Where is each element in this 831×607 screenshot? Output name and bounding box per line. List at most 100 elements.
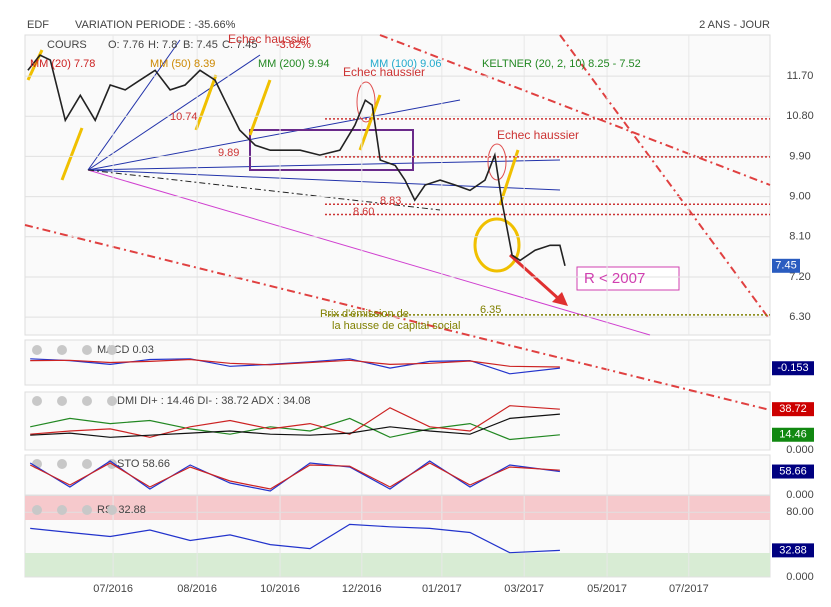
pane-icon xyxy=(107,345,117,355)
y-tick-label: 0.000 xyxy=(786,489,814,501)
series-line xyxy=(30,358,560,368)
trend-line xyxy=(87,169,651,336)
pane-icon xyxy=(57,505,67,515)
last-price-box xyxy=(772,258,800,273)
series-line xyxy=(30,417,560,441)
pane-icon xyxy=(57,396,67,406)
legend-item: MM (200) 9.94 xyxy=(258,58,330,70)
value-marker-label: 32.88 xyxy=(779,544,807,556)
range-box xyxy=(249,129,414,171)
y-tick-label: 0.000 xyxy=(786,444,814,456)
pane-icon xyxy=(82,459,92,469)
series-line xyxy=(30,523,560,554)
pane-icon xyxy=(32,345,42,355)
legend-item: O: 7.76 xyxy=(108,39,144,51)
x-tick-label: 07/2017 xyxy=(669,583,709,595)
annotation-box xyxy=(576,266,680,291)
value-marker xyxy=(772,427,814,442)
pane-icon xyxy=(32,505,42,515)
level-label: 10.74 xyxy=(170,111,198,123)
y-tick-label: 9.90 xyxy=(789,150,810,162)
x-tick-label: 12/2016 xyxy=(342,583,382,595)
legend-item: H: 7.8 xyxy=(148,39,177,51)
y-tick-label: 11.70 xyxy=(787,70,814,82)
pane-icon xyxy=(82,396,92,406)
trend-line xyxy=(87,54,261,171)
value-marker-label: 14.46 xyxy=(779,429,807,441)
value-marker xyxy=(772,464,814,479)
highlight-ellipse xyxy=(487,143,507,181)
channel-line xyxy=(379,34,771,186)
ticker: EDF xyxy=(27,19,49,31)
trend-line xyxy=(87,39,181,171)
pane-icon xyxy=(32,396,42,406)
pane-icon xyxy=(57,345,67,355)
channel-line xyxy=(559,34,771,321)
legend-item: MM (100) 9.06 xyxy=(370,58,442,70)
indicator-label: STO 58.66 xyxy=(117,458,170,470)
rsi-oversold-zone xyxy=(25,553,770,577)
value-marker xyxy=(772,543,814,558)
legend-item: KELTNER (20, 2, 10) 8.25 - 7.52 xyxy=(482,58,641,70)
legend-item: B: 7.45 xyxy=(183,39,218,51)
value-marker xyxy=(772,402,814,417)
pane-icon xyxy=(82,345,92,355)
trend-line xyxy=(87,169,441,211)
annotation: R < 2007 xyxy=(584,270,645,287)
series-line xyxy=(29,462,560,490)
arrow xyxy=(508,253,562,302)
y-tick-label: 6.30 xyxy=(789,311,810,323)
rsi-overbought-zone xyxy=(25,496,770,520)
trend-line xyxy=(87,99,461,171)
level-label: 9.89 xyxy=(218,147,239,159)
indicator-label: RSI 32.88 xyxy=(97,504,146,516)
y-tick-label: 9.00 xyxy=(789,191,810,203)
annotation: Prix d'émission de xyxy=(320,308,409,320)
legend-item: -3.62% xyxy=(276,39,311,51)
yellow-stroke xyxy=(498,149,520,206)
x-tick-label: 03/2017 xyxy=(504,583,544,595)
annotation: Echec haussier xyxy=(228,32,310,46)
legend-item: COURS xyxy=(47,39,87,51)
x-tick-label: 01/2017 xyxy=(422,583,462,595)
level-label: 8.83 xyxy=(380,195,401,207)
y-tick-label: 0.000 xyxy=(786,571,814,583)
macd-pane xyxy=(24,339,771,386)
indicator-label: MACD 0.03 xyxy=(97,344,154,356)
y-tick-label: 8.10 xyxy=(789,231,810,243)
yellow-stroke xyxy=(194,74,218,131)
legend-item: C: 7.45 xyxy=(222,39,257,51)
y-tick-label: 80.00 xyxy=(786,506,814,518)
yellow-stroke xyxy=(248,79,272,136)
value-marker-label: 38.72 xyxy=(779,403,807,415)
legend-item: MM (50) 8.39 xyxy=(150,58,215,70)
annotation: la hausse de capital social xyxy=(332,320,460,332)
level-label: 6.35 xyxy=(480,304,501,316)
x-tick-label: 10/2016 xyxy=(260,583,300,595)
level-label: 8.60 xyxy=(353,206,374,218)
pane-icon xyxy=(107,505,117,515)
x-tick-label: 07/2016 xyxy=(93,583,133,595)
yellow-stroke xyxy=(60,127,84,181)
y-tick-label: 10.80 xyxy=(786,110,814,122)
annotation: Echec haussier xyxy=(343,65,425,79)
series-line xyxy=(27,54,566,266)
value-marker xyxy=(772,361,814,376)
arrow-head xyxy=(552,292,568,306)
series-line xyxy=(30,405,560,438)
highlight-ellipse xyxy=(356,81,376,123)
indicator-label: DMI DI+ : 14.46 DI- : 38.72 ADX : 34.08 xyxy=(117,395,311,407)
annotation: Echec haussier xyxy=(497,128,579,142)
y-tick-label: 7.20 xyxy=(789,271,810,283)
x-tick-label: 05/2017 xyxy=(587,583,627,595)
pane-icon xyxy=(57,459,67,469)
yellow-stroke xyxy=(358,94,382,151)
trend-line xyxy=(87,169,561,191)
pane-icon xyxy=(82,505,92,515)
legend-item: MM (20) 7.78 xyxy=(30,58,95,70)
period: 2 ANS - JOUR xyxy=(699,19,770,31)
trend-line xyxy=(87,159,561,171)
pane-icon xyxy=(107,396,117,406)
variation: VARIATION PERIODE : -35.66% xyxy=(75,19,236,31)
